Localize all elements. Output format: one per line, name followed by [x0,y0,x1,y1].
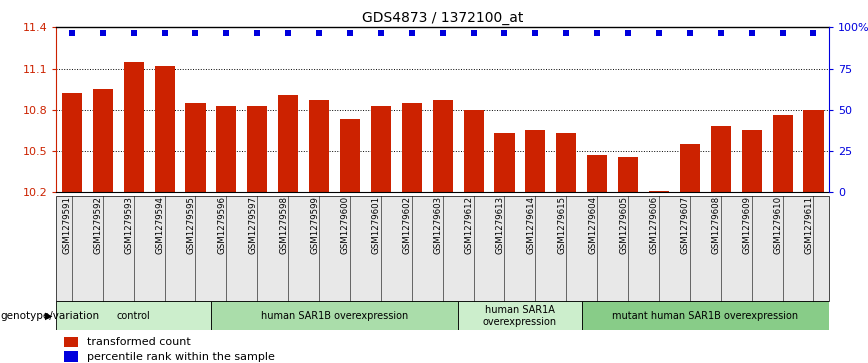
Bar [618,156,638,192]
Bar [804,110,824,192]
Text: transformed count: transformed count [88,337,191,347]
Text: mutant human SAR1B overexpression: mutant human SAR1B overexpression [612,311,799,321]
Text: GSM1279608: GSM1279608 [712,196,720,254]
Point [312,30,326,36]
Text: GSM1279597: GSM1279597 [248,196,257,254]
Point [529,30,542,36]
Text: GSM1279609: GSM1279609 [743,196,752,254]
Point [250,30,264,36]
Bar [773,115,792,192]
Point [127,30,141,36]
Text: GSM1279615: GSM1279615 [557,196,566,254]
Bar [186,103,206,192]
Point [158,30,172,36]
Point [188,30,202,36]
Text: GSM1279614: GSM1279614 [526,196,536,254]
Point [220,30,233,36]
Text: GSM1279610: GSM1279610 [773,196,783,254]
Text: GSM1279595: GSM1279595 [187,196,195,254]
Bar [278,95,299,192]
Point [374,30,388,36]
Text: percentile rank within the sample: percentile rank within the sample [88,352,275,362]
Text: GSM1279612: GSM1279612 [464,196,474,254]
Point [343,30,357,36]
Point [281,30,295,36]
Bar [123,62,144,192]
Text: GSM1279600: GSM1279600 [341,196,350,254]
Title: GDS4873 / 1372100_at: GDS4873 / 1372100_at [362,11,523,25]
Point [652,30,666,36]
Point [404,30,418,36]
Text: GSM1279599: GSM1279599 [310,196,319,254]
Text: GSM1279611: GSM1279611 [805,196,813,254]
Bar [525,130,545,192]
Point [467,30,481,36]
Bar [371,106,391,192]
Bar [741,130,762,192]
Bar [556,133,576,192]
Text: GSM1279613: GSM1279613 [496,196,504,254]
Point [621,30,635,36]
Point [65,30,79,36]
Bar [464,110,483,192]
Bar [402,103,422,192]
Bar [247,106,267,192]
FancyBboxPatch shape [458,301,582,330]
Bar [432,100,453,192]
Bar [495,133,515,192]
Bar [309,100,329,192]
Point [745,30,759,36]
Bar [340,119,360,192]
Point [776,30,790,36]
Text: control: control [117,311,150,321]
Bar [64,337,78,347]
Text: GSM1279605: GSM1279605 [619,196,628,254]
FancyBboxPatch shape [582,301,829,330]
Bar [649,191,669,192]
Text: GSM1279602: GSM1279602 [403,196,411,254]
Bar [93,89,113,192]
Bar [155,66,174,192]
Point [806,30,820,36]
Text: GSM1279594: GSM1279594 [155,196,165,254]
Text: GSM1279604: GSM1279604 [589,196,597,254]
Bar [62,93,82,192]
Bar [64,351,78,362]
Point [559,30,573,36]
Text: GSM1279601: GSM1279601 [372,196,381,254]
Text: GSM1279606: GSM1279606 [650,196,659,254]
Point [95,30,109,36]
Point [497,30,511,36]
Text: GSM1279598: GSM1279598 [279,196,288,254]
Text: GSM1279593: GSM1279593 [125,196,134,254]
Point [713,30,727,36]
Text: human SAR1B overexpression: human SAR1B overexpression [261,311,408,321]
Text: GSM1279607: GSM1279607 [681,196,690,254]
FancyBboxPatch shape [211,301,458,330]
Bar [680,144,700,192]
Point [436,30,450,36]
FancyBboxPatch shape [56,301,211,330]
Text: GSM1279603: GSM1279603 [434,196,443,254]
Text: human SAR1A
overexpression: human SAR1A overexpression [483,305,557,327]
Point [590,30,604,36]
Text: GSM1279591: GSM1279591 [62,196,72,254]
Text: GSM1279592: GSM1279592 [94,196,102,254]
Bar [216,106,236,192]
Bar [587,155,608,192]
Text: genotype/variation: genotype/variation [0,311,99,321]
Text: GSM1279596: GSM1279596 [217,196,227,254]
Bar [711,126,731,192]
Point [683,30,697,36]
Text: ▶: ▶ [44,311,52,321]
